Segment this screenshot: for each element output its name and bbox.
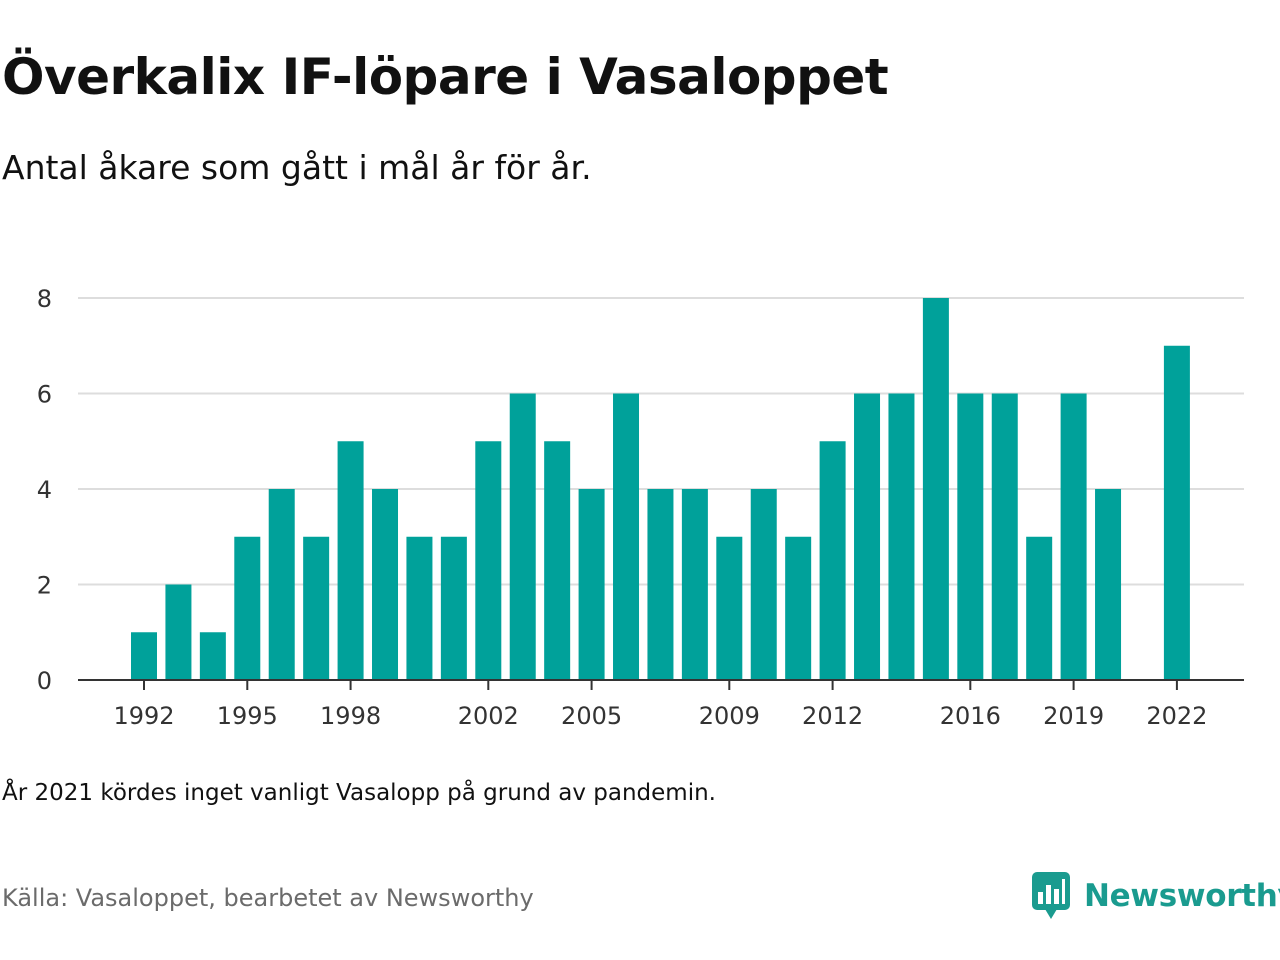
- y-tick-label: 0: [37, 667, 52, 695]
- bar: [1163, 345, 1190, 680]
- bar: [1026, 536, 1053, 680]
- brand: Newsworthy: [1032, 872, 1280, 920]
- bar: [922, 298, 949, 680]
- bar: [544, 441, 571, 680]
- bar-chart: 0 2 4 6 8 1992 1995 1998 2002 2005 2009 2012 2016 20…: [37, 285, 1244, 730]
- x-tick-label: 2016: [940, 702, 1001, 730]
- bars: [131, 298, 1190, 680]
- chart-title: Överkalix IF-löpare i Vasaloppet: [2, 48, 889, 106]
- bar: [303, 536, 330, 680]
- x-tick-label: 1995: [217, 702, 278, 730]
- x-tick-label: 1998: [320, 702, 381, 730]
- bar: [234, 536, 261, 680]
- x-tick-label: 2005: [561, 702, 622, 730]
- bar: [888, 393, 915, 680]
- bar: [1060, 393, 1087, 680]
- x-tick-label: 1992: [113, 702, 174, 730]
- axes: [78, 679, 1244, 690]
- bar: [509, 393, 536, 680]
- y-tick-label: 4: [37, 476, 52, 504]
- footnote: År 2021 kördes inget vanligt Vasalopp på…: [2, 780, 716, 806]
- bar: [372, 489, 399, 680]
- bar: [991, 393, 1018, 680]
- x-tick-label: 2002: [458, 702, 519, 730]
- bar: [440, 536, 467, 680]
- bar: [785, 536, 812, 680]
- bar: [716, 536, 743, 680]
- bar: [337, 441, 364, 680]
- y-tick-label: 2: [37, 572, 52, 600]
- bar: [854, 393, 881, 680]
- x-tick-label: 2022: [1146, 702, 1207, 730]
- brand-name: Newsworthy: [1084, 878, 1280, 914]
- bar: [199, 632, 226, 680]
- bar: [1095, 489, 1122, 680]
- chart-subtitle: Antal åkare som gått i mål år för år.: [2, 148, 592, 187]
- source-credit: Källa: Vasaloppet, bearbetet av Newswort…: [2, 884, 534, 912]
- bar: [131, 632, 157, 680]
- bar: [406, 536, 433, 680]
- y-tick-label: 6: [37, 381, 52, 409]
- bar: [475, 441, 502, 680]
- x-tick-label: 2019: [1043, 702, 1104, 730]
- y-tick-label: 8: [37, 285, 52, 313]
- bar: [750, 489, 777, 680]
- y-tick-labels: 0 2 4 6 8: [37, 285, 52, 695]
- x-tick-label: 2009: [699, 702, 760, 730]
- x-tick-label: 2012: [802, 702, 863, 730]
- x-tick-labels: 1992 1995 1998 2002 2005 2009 2012 2016 2019 2022: [113, 702, 1207, 730]
- bar: [647, 489, 674, 680]
- bar: [268, 489, 295, 680]
- bar: [165, 584, 192, 680]
- bar: [613, 393, 640, 680]
- bar-chart-speech-bubble-icon: [1032, 872, 1070, 919]
- bar: [957, 393, 984, 680]
- bar: [819, 441, 846, 680]
- bar: [681, 489, 708, 680]
- bar: [578, 489, 605, 680]
